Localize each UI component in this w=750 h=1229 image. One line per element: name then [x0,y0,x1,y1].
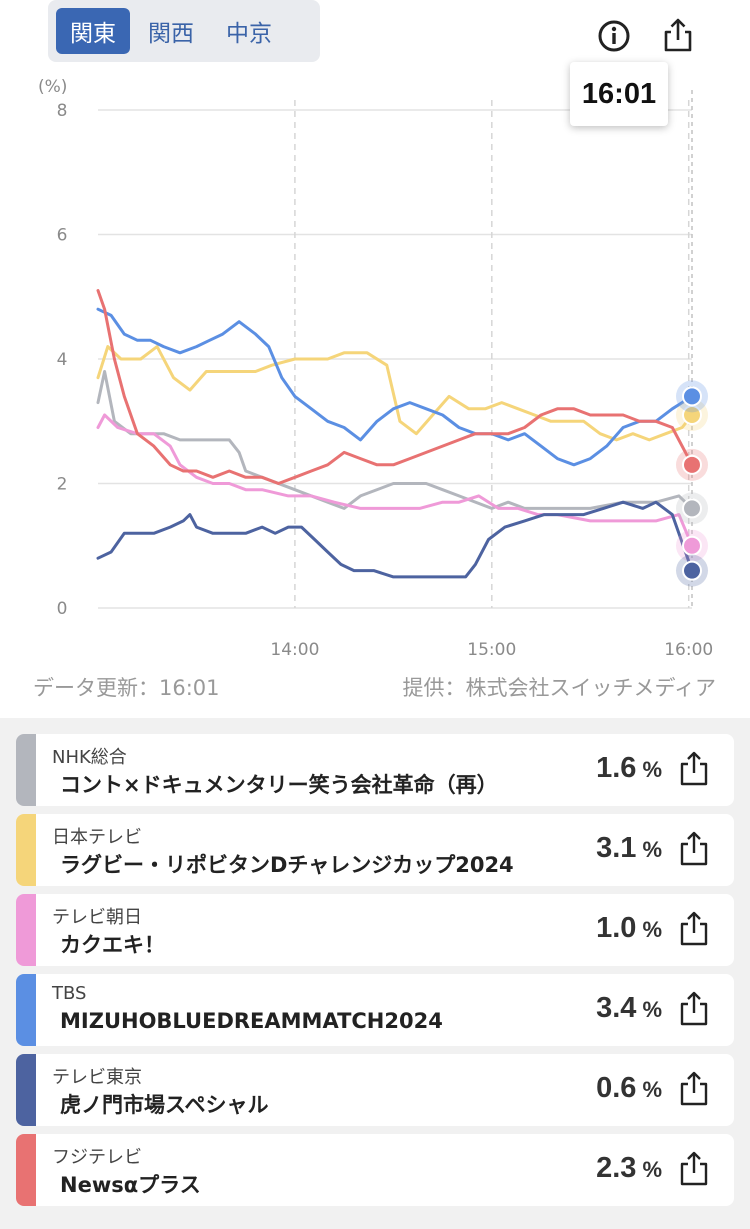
program-name: Newsαプラス [60,1173,201,1197]
channel-row-tv-tokyo[interactable]: テレビ東京 虎ノ門市場スペシャル 0.6% [16,1054,734,1126]
program-name: MIZUHOBLUEDREAMMATCH2024 [60,1009,443,1033]
y-tick-label: 8 [57,101,68,121]
channel-row-fuji[interactable]: フジテレビ Newsαプラス 2.3% [16,1134,734,1206]
rating-value: 1.0% [596,912,662,944]
channel-row-tbs[interactable]: TBS MIZUHOBLUEDREAMMATCH2024 3.4% [16,974,734,1046]
series-line [96,345,694,442]
channel-name: 日本テレビ [52,827,142,848]
rating-value: 3.1% [596,832,662,864]
rating-value: 2.3% [596,1152,662,1184]
y-tick-label: 2 [57,475,68,495]
time-tooltip: 16:01 [570,62,668,126]
series-end-point [682,454,702,475]
x-tick-label: 15:00 [467,640,516,660]
tab-kanto[interactable]: 関東 [56,8,130,54]
channel-row-nhk[interactable]: NHK総合 コント×ドキュメンタリー笑う会社革命（再） 1.6% [16,734,734,806]
program-name: コント×ドキュメンタリー笑う会社革命（再） [60,773,498,797]
series-end-point [682,498,702,519]
provider-text: 提供：株式会社スイッチメディア [402,676,716,700]
region-tabs: 関東 関西 中京 [48,0,320,62]
program-name: カクエキ！ [60,933,165,957]
program-name: ラグビー・リポビタンDチャレンジカップ2024 [60,853,514,877]
x-tick-label: 14:00 [270,640,319,660]
channel-color-bar [16,814,36,886]
channel-name: テレビ東京 [52,1067,142,1088]
program-name: 虎ノ門市場スペシャル [60,1093,269,1117]
share-icon[interactable] [676,750,712,788]
channel-color-bar [16,894,36,966]
share-icon[interactable] [676,1070,712,1108]
y-tick-label: 4 [57,350,68,370]
channel-name: テレビ朝日 [52,907,142,928]
series-line [96,289,694,485]
rating-value: 1.6% [596,752,662,784]
series-end-point [682,560,702,581]
channel-color-bar [16,974,36,1046]
data-updated-text: データ更新：16:01 [33,676,220,700]
channel-list: NHK総合 コント×ドキュメンタリー笑う会社革命（再） 1.6% 日本テレビ ラ… [0,718,750,1229]
share-icon[interactable] [676,1150,712,1188]
series-line [96,370,694,510]
tab-chukyo[interactable]: 中京 [226,21,272,47]
channel-color-bar [16,1054,36,1126]
channel-row-ntv[interactable]: 日本テレビ ラグビー・リポビタンDチャレンジカップ2024 3.1% [16,814,734,886]
channel-row-tv-asahi[interactable]: テレビ朝日 カクエキ！ 1.0% [16,894,734,966]
series-line [96,500,694,579]
x-tick-label: 16:00 [664,640,713,660]
ratings-line-chart: (%) 0 2 4 6 8 14:00 15:00 16:00 [38,77,713,660]
tab-kansai[interactable]: 関西 [148,21,194,47]
rating-value: 0.6% [596,1072,662,1104]
series-end-point [682,535,702,556]
channel-name: フジテレビ [52,1147,142,1168]
series-end-point [682,386,702,407]
channel-name: NHK総合 [52,747,127,768]
channel-name: TBS [52,983,87,1004]
channel-color-bar [16,1134,36,1206]
channel-color-bar [16,734,36,806]
rating-value: 3.4% [596,992,662,1024]
info-icon[interactable] [594,16,634,56]
y-axis-unit-label: (%) [38,77,67,97]
share-icon[interactable] [676,910,712,948]
y-tick-label: 0 [57,599,68,619]
y-tick-label: 6 [57,226,68,246]
share-icon[interactable] [676,990,712,1028]
share-icon[interactable] [658,16,698,56]
series-line [96,307,694,467]
share-icon[interactable] [676,830,712,868]
